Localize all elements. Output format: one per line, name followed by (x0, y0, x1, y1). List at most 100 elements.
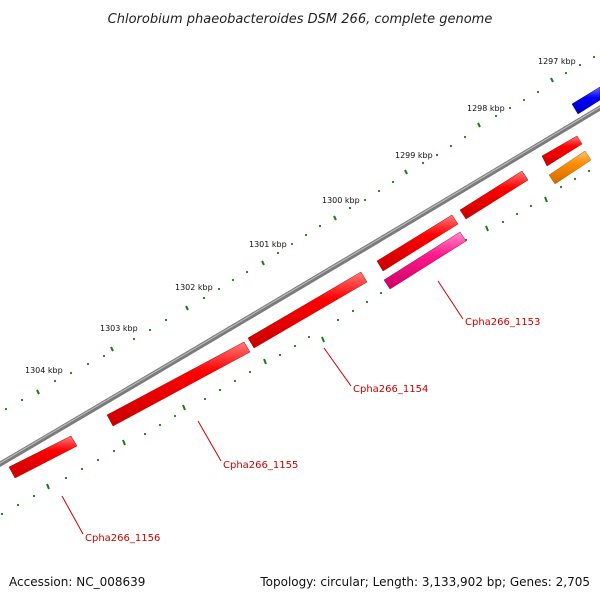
gene-label: Cpha266_1155 (223, 460, 298, 471)
tick-dot (304, 233, 308, 237)
tick-dot (278, 353, 282, 357)
tick-major (544, 196, 548, 203)
tick-dot (522, 98, 526, 102)
tick-dot (536, 90, 540, 94)
tick-dot (20, 398, 24, 402)
tick-dot (587, 169, 591, 173)
accession-text: Accession: NC_008639 (9, 575, 145, 589)
tick-dot (86, 362, 90, 366)
tick-dot (293, 344, 297, 348)
tick-dot (564, 71, 568, 75)
tick-dot (217, 287, 221, 291)
tick-dot (112, 449, 116, 453)
tick-major (36, 389, 40, 395)
tick-dot (363, 198, 367, 202)
tick-dot (203, 397, 207, 401)
tick-dot (164, 318, 168, 322)
tick-major (122, 439, 126, 446)
tick-dot (463, 135, 467, 139)
tick-major (404, 169, 408, 175)
gene-feature (571, 86, 600, 115)
label-connector (323, 347, 352, 387)
tick-dot (32, 494, 36, 498)
tick-dot (494, 114, 498, 118)
kbp-label: 1302 kbp (175, 283, 213, 292)
tick-dot (508, 106, 512, 110)
gene-feature (548, 150, 592, 185)
inner-tick-ring (0, 169, 591, 516)
kbp-labels: 1297 kbp 1298 kbp 1299 kbp 1300 kbp 1301… (25, 57, 576, 375)
tick-dot (248, 370, 252, 374)
kbp-label: 1297 kbp (538, 57, 576, 66)
tick-dot (96, 458, 100, 462)
tick-major (46, 483, 50, 490)
tick-dot (0, 512, 4, 516)
label-connector (437, 280, 464, 320)
genome-backbone-highlight (0, 106, 600, 464)
tick-dot (233, 379, 237, 383)
tick-dot (245, 270, 249, 274)
tick-dot (307, 335, 311, 339)
tick-dot (501, 220, 505, 224)
gene-feature (376, 214, 459, 272)
tick-dot (132, 337, 136, 341)
gene-feature (247, 271, 368, 349)
outer-tick-ring (4, 55, 596, 411)
label-connector (197, 420, 222, 462)
tick-major (261, 260, 265, 266)
gene-feature (459, 170, 529, 220)
gene-feature (383, 231, 467, 290)
gene-features-forward (8, 86, 600, 479)
tick-dot (391, 180, 395, 184)
tick-major (550, 77, 554, 83)
tick-dot (592, 55, 596, 59)
tick-dot (102, 354, 106, 358)
tick-major (182, 404, 186, 411)
genome-summary-text: Topology: circular; Length: 3,133,902 bp… (259, 575, 590, 589)
map-title: Chlorobium phaeobacteroides DSM 266, com… (108, 12, 493, 27)
tick-dot (158, 423, 162, 427)
kbp-label: 1304 kbp (25, 366, 63, 375)
label-connector (61, 495, 84, 535)
tick-major (485, 225, 489, 232)
gene-features-reverse (383, 150, 592, 290)
tick-dot (218, 388, 222, 392)
tick-major (477, 122, 481, 128)
tick-major (263, 358, 267, 365)
genome-backbone (0, 105, 600, 468)
tick-major (110, 346, 114, 352)
tick-dot (4, 407, 8, 411)
tick-dot (173, 414, 177, 418)
tick-dot (449, 144, 453, 148)
gene-feature (8, 435, 78, 479)
kbp-label: 1299 kbp (395, 151, 433, 160)
kbp-label: 1303 kbp (100, 324, 138, 333)
gene-feature (541, 135, 583, 167)
tick-major (321, 336, 325, 343)
tick-dot (318, 224, 322, 228)
tick-dot (69, 371, 73, 375)
tick-dot (202, 296, 206, 300)
kbp-label: 1298 kbp (467, 104, 505, 113)
tick-dot (529, 204, 533, 208)
tick-dot (365, 300, 369, 304)
tick-dot (515, 212, 519, 216)
tick-dot (290, 242, 294, 246)
tick-major (333, 215, 337, 221)
gene-label: Cpha266_1154 (353, 384, 428, 395)
label-connectors (61, 280, 464, 535)
tick-dot (578, 63, 582, 67)
gene-labels: Cpha266_1153 Cpha266_1154 Cpha266_1155 C… (85, 317, 540, 544)
tick-dot (421, 161, 425, 165)
tick-dot (573, 177, 577, 181)
tick-dot (148, 328, 152, 332)
tick-dot (348, 206, 352, 210)
tick-dot (435, 153, 439, 157)
tick-major (185, 305, 189, 311)
tick-dot (559, 185, 563, 189)
kbp-label: 1300 kbp (322, 196, 360, 205)
tick-dot (231, 278, 235, 282)
tick-dot (377, 189, 381, 193)
gene-feature (106, 341, 251, 427)
